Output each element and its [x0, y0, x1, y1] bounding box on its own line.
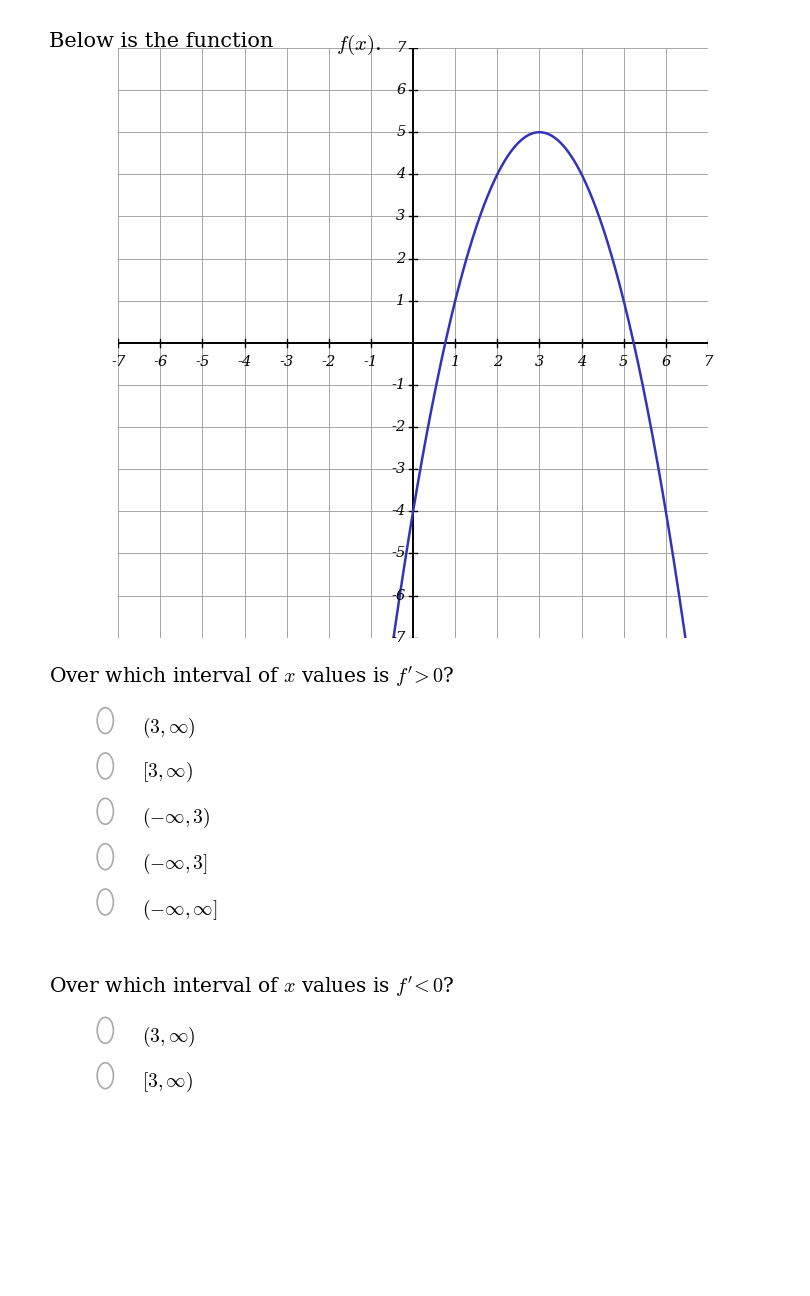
Text: -4: -4 — [391, 504, 406, 518]
Text: 7: 7 — [396, 41, 406, 54]
Text: 3: 3 — [396, 210, 406, 223]
Text: 3: 3 — [535, 355, 544, 368]
Text: $f(x)$.: $f(x)$. — [336, 32, 382, 57]
Text: 6: 6 — [396, 83, 406, 97]
Text: -7: -7 — [111, 355, 126, 368]
Text: $(3, \infty)$: $(3, \infty)$ — [142, 715, 195, 740]
Text: -6: -6 — [391, 588, 406, 603]
Text: Over which interval of $x$ values is $f'\!< 0$?: Over which interval of $x$ values is $f'… — [49, 975, 454, 999]
Text: $[3, \infty)$: $[3, \infty)$ — [142, 1070, 193, 1094]
Text: -7: -7 — [391, 631, 406, 644]
Text: -1: -1 — [391, 378, 406, 391]
Text: $(-\infty, 3)$: $(-\infty, 3)$ — [142, 806, 210, 831]
Text: 7: 7 — [703, 355, 713, 368]
Text: -2: -2 — [391, 420, 406, 434]
Text: -2: -2 — [322, 355, 336, 368]
Text: 4: 4 — [396, 167, 406, 181]
Text: -5: -5 — [391, 547, 406, 560]
Text: -4: -4 — [237, 355, 252, 368]
Text: -3: -3 — [279, 355, 294, 368]
Text: -5: -5 — [195, 355, 210, 368]
Text: $(3, \infty)$: $(3, \infty)$ — [142, 1025, 195, 1050]
Text: 4: 4 — [577, 355, 586, 368]
Text: 2: 2 — [492, 355, 502, 368]
Text: 1: 1 — [450, 355, 460, 368]
Text: 1: 1 — [396, 294, 406, 307]
Text: 5: 5 — [396, 126, 406, 139]
Text: -6: -6 — [153, 355, 168, 368]
Text: Over which interval of $x$ values is $f'\!> 0$?: Over which interval of $x$ values is $f'… — [49, 665, 454, 689]
Text: 2: 2 — [396, 251, 406, 266]
Text: -3: -3 — [391, 463, 406, 476]
Text: 5: 5 — [619, 355, 629, 368]
Text: $(-\infty, 3]$: $(-\infty, 3]$ — [142, 851, 207, 876]
Text: $(-\infty, \infty]$: $(-\infty, \infty]$ — [142, 897, 217, 921]
Text: 6: 6 — [661, 355, 671, 368]
Text: -1: -1 — [364, 355, 378, 368]
Text: Below is the function: Below is the function — [49, 32, 279, 52]
Text: $[3, \infty)$: $[3, \infty)$ — [142, 761, 193, 784]
